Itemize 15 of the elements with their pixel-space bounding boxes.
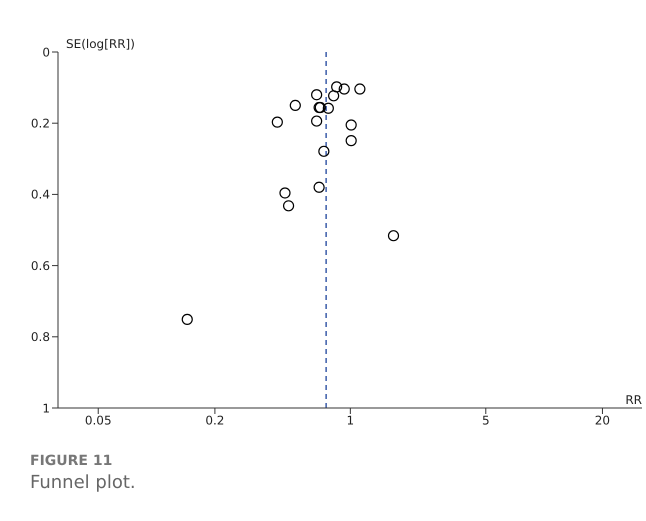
caption: FIGURE 11 <box>30 453 112 469</box>
y-tick-label: 1 <box>42 401 50 416</box>
y-tick-label: 0 <box>42 45 50 60</box>
y-tick-label: 0.4 <box>30 188 50 202</box>
y-tick-label: 0.6 <box>30 258 50 273</box>
y-axis-title: SE(log[RR]) <box>66 37 135 51</box>
y-tick-label: 0.8 <box>30 330 50 344</box>
x-tick-label: 0.2 <box>205 414 224 428</box>
x-tick-label: 1 <box>346 414 354 428</box>
y-tick-label: 0.2 <box>30 116 50 130</box>
x-axis-title: RR <box>625 393 642 407</box>
x-tick-label: 5 <box>482 414 490 428</box>
x-tick-label: 0.05 <box>84 414 112 428</box>
x-tick-label: 20 <box>594 414 610 428</box>
text: Funnel plot. <box>30 472 136 493</box>
